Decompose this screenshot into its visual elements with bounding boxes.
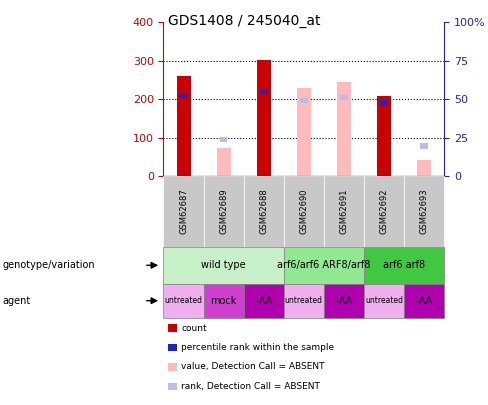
Text: untreated: untreated	[164, 296, 203, 305]
Bar	[340, 95, 348, 100]
Bar	[417, 160, 431, 176]
Text: agent: agent	[2, 296, 31, 306]
Text: count: count	[181, 324, 207, 333]
Text: GSM62688: GSM62688	[259, 189, 268, 234]
Text: genotype/variation: genotype/variation	[2, 260, 95, 270]
Text: GSM62687: GSM62687	[179, 189, 188, 234]
Text: value, Detection Call = ABSENT: value, Detection Call = ABSENT	[181, 362, 325, 371]
Bar	[180, 93, 187, 98]
Text: untreated: untreated	[365, 296, 403, 305]
Text: untreated: untreated	[285, 296, 323, 305]
Text: percentile rank within the sample: percentile rank within the sample	[181, 343, 334, 352]
Bar	[337, 82, 351, 176]
Text: IAA: IAA	[336, 296, 352, 306]
Text: wild type: wild type	[201, 260, 246, 270]
Bar	[220, 137, 227, 142]
Bar	[297, 88, 311, 176]
Text: GSM62692: GSM62692	[380, 189, 388, 234]
Text: GDS1408 / 245040_at: GDS1408 / 245040_at	[168, 14, 320, 28]
Text: GSM62693: GSM62693	[420, 189, 428, 234]
Bar	[380, 100, 388, 106]
Text: IAA: IAA	[416, 296, 432, 306]
Text: mock: mock	[210, 296, 237, 306]
Text: GSM62690: GSM62690	[299, 189, 308, 234]
Bar	[420, 143, 428, 149]
Bar	[260, 89, 267, 94]
Text: rank, Detection Call = ABSENT: rank, Detection Call = ABSENT	[181, 382, 320, 391]
Text: GSM62689: GSM62689	[219, 189, 228, 234]
Bar	[177, 76, 190, 176]
Text: IAA: IAA	[256, 296, 272, 306]
Bar	[217, 149, 231, 176]
Text: arf6/arf6 ARF8/arf8: arf6/arf6 ARF8/arf8	[277, 260, 370, 270]
Bar	[300, 98, 307, 103]
Bar	[257, 60, 271, 176]
Bar	[377, 96, 391, 176]
Text: arf6 arf8: arf6 arf8	[383, 260, 425, 270]
Text: GSM62691: GSM62691	[339, 189, 348, 234]
